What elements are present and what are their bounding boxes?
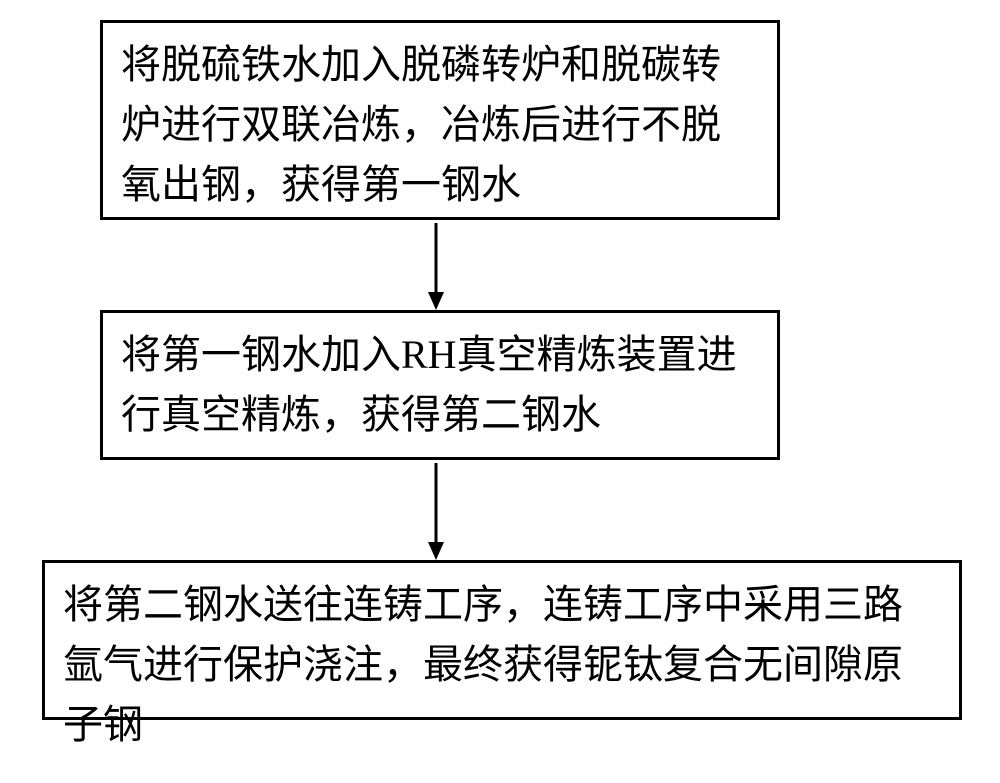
step-1-text: 将脱硫铁水加入脱磷转炉和脱碳转炉进行双联冶炼，冶炼后进行不脱氧出钢，获得第一钢水 bbox=[121, 42, 721, 207]
flowchart-step-3: 将第二钢水送往连铸工序，连铸工序中采用三路氩气进行保护浇注，最终获得铌钛复合无间… bbox=[42, 560, 962, 720]
flowchart-step-2: 将第一钢水加入RH真空精炼装置进行真空精炼，获得第二钢水 bbox=[100, 310, 780, 460]
step-2-text: 将第一钢水加入RH真空精炼装置进行真空精炼，获得第二钢水 bbox=[121, 332, 737, 437]
flowchart-step-1: 将脱硫铁水加入脱磷转炉和脱碳转炉进行双联冶炼，冶炼后进行不脱氧出钢，获得第一钢水 bbox=[100, 20, 780, 220]
step-3-text: 将第二钢水送往连铸工序，连铸工序中采用三路氩气进行保护浇注，最终获得铌钛复合无间… bbox=[63, 582, 903, 747]
flowchart-container: 将脱硫铁水加入脱磷转炉和脱碳转炉进行双联冶炼，冶炼后进行不脱氧出钢，获得第一钢水… bbox=[0, 0, 1000, 783]
